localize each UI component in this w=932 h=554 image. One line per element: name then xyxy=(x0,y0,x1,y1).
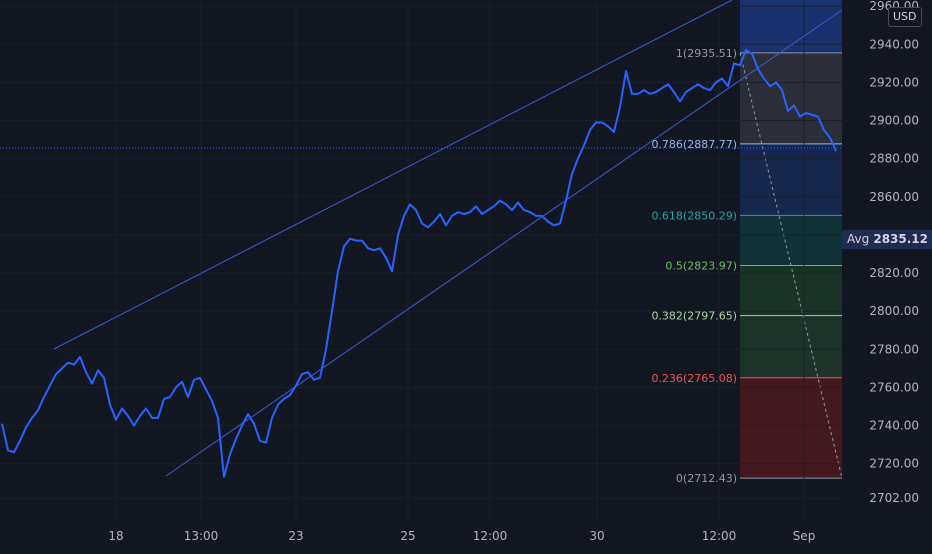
currency-badge[interactable]: USD xyxy=(888,7,922,27)
x-tick-label-6: 12:00 xyxy=(702,529,737,543)
channel-upper-line xyxy=(53,0,733,350)
fib-zone-3 xyxy=(740,265,842,316)
fib-zone-2 xyxy=(740,215,842,266)
fib-zone-4 xyxy=(740,315,842,378)
x-tick-label-3: 25 xyxy=(400,529,415,543)
x-tick-label-5: 30 xyxy=(589,529,604,543)
fib-level-label-5: 0.236(2765.08) xyxy=(651,372,737,385)
y-tick-label-10: 2900.00 xyxy=(869,114,919,128)
price-series xyxy=(1,49,837,478)
y-tick-label-4: 2780.00 xyxy=(869,342,919,356)
fib-zone-0 xyxy=(740,52,842,144)
y-tick-label-2: 2740.00 xyxy=(869,419,919,433)
x-tick-label-0: 18 xyxy=(108,529,123,543)
avg-price-tag: Avg 2835.12 xyxy=(842,230,932,249)
fib-level-label-3: 0.5(2823.97) xyxy=(665,259,737,272)
y-tick-label-9: 2880.00 xyxy=(869,152,919,166)
trend-channel xyxy=(0,0,843,477)
x-tick-label-7: Sep xyxy=(793,529,816,543)
fib-zone-5 xyxy=(740,377,842,479)
y-tick-label-12: 2940.00 xyxy=(869,37,919,51)
y-tick-label-0: 2702.00 xyxy=(869,491,919,505)
avg-value: 2835.12 xyxy=(873,232,928,246)
fib-zone-1 xyxy=(740,143,842,216)
x-tick-label-1: 13:00 xyxy=(184,529,219,543)
y-tick-label-11: 2920.00 xyxy=(869,75,919,89)
fib-level-label-6: 0(2712.43) xyxy=(676,472,737,485)
fib-level-label-0: 1(2935.51) xyxy=(676,47,737,60)
y-tick-label-8: 2860.00 xyxy=(869,190,919,204)
fib-level-label-1: 0.786(2887.77) xyxy=(651,138,737,151)
fibonacci-zones xyxy=(739,0,843,479)
grid-lines xyxy=(0,0,842,520)
fib-level-label-4: 0.382(2797.65) xyxy=(651,310,737,323)
price-line xyxy=(1,49,837,478)
fib-level-label-2: 0.618(2850.29) xyxy=(651,209,737,222)
y-tick-label-1: 2720.00 xyxy=(869,457,919,471)
x-tick-label-4: 12:00 xyxy=(473,529,508,543)
avg-label: Avg xyxy=(847,232,870,246)
y-tick-label-6: 2820.00 xyxy=(869,266,919,280)
fibonacci-labels: 1(2935.51) 0.786(2887.77) 0.618(2850.29) 0.… xyxy=(651,47,737,485)
y-tick-label-3: 2760.00 xyxy=(869,380,919,394)
fib-trend-dashed-line xyxy=(739,52,843,479)
channel-lower-line xyxy=(165,9,843,477)
y-tick-label-5: 2800.00 xyxy=(869,304,919,318)
x-tick-label-2: 23 xyxy=(288,529,303,543)
